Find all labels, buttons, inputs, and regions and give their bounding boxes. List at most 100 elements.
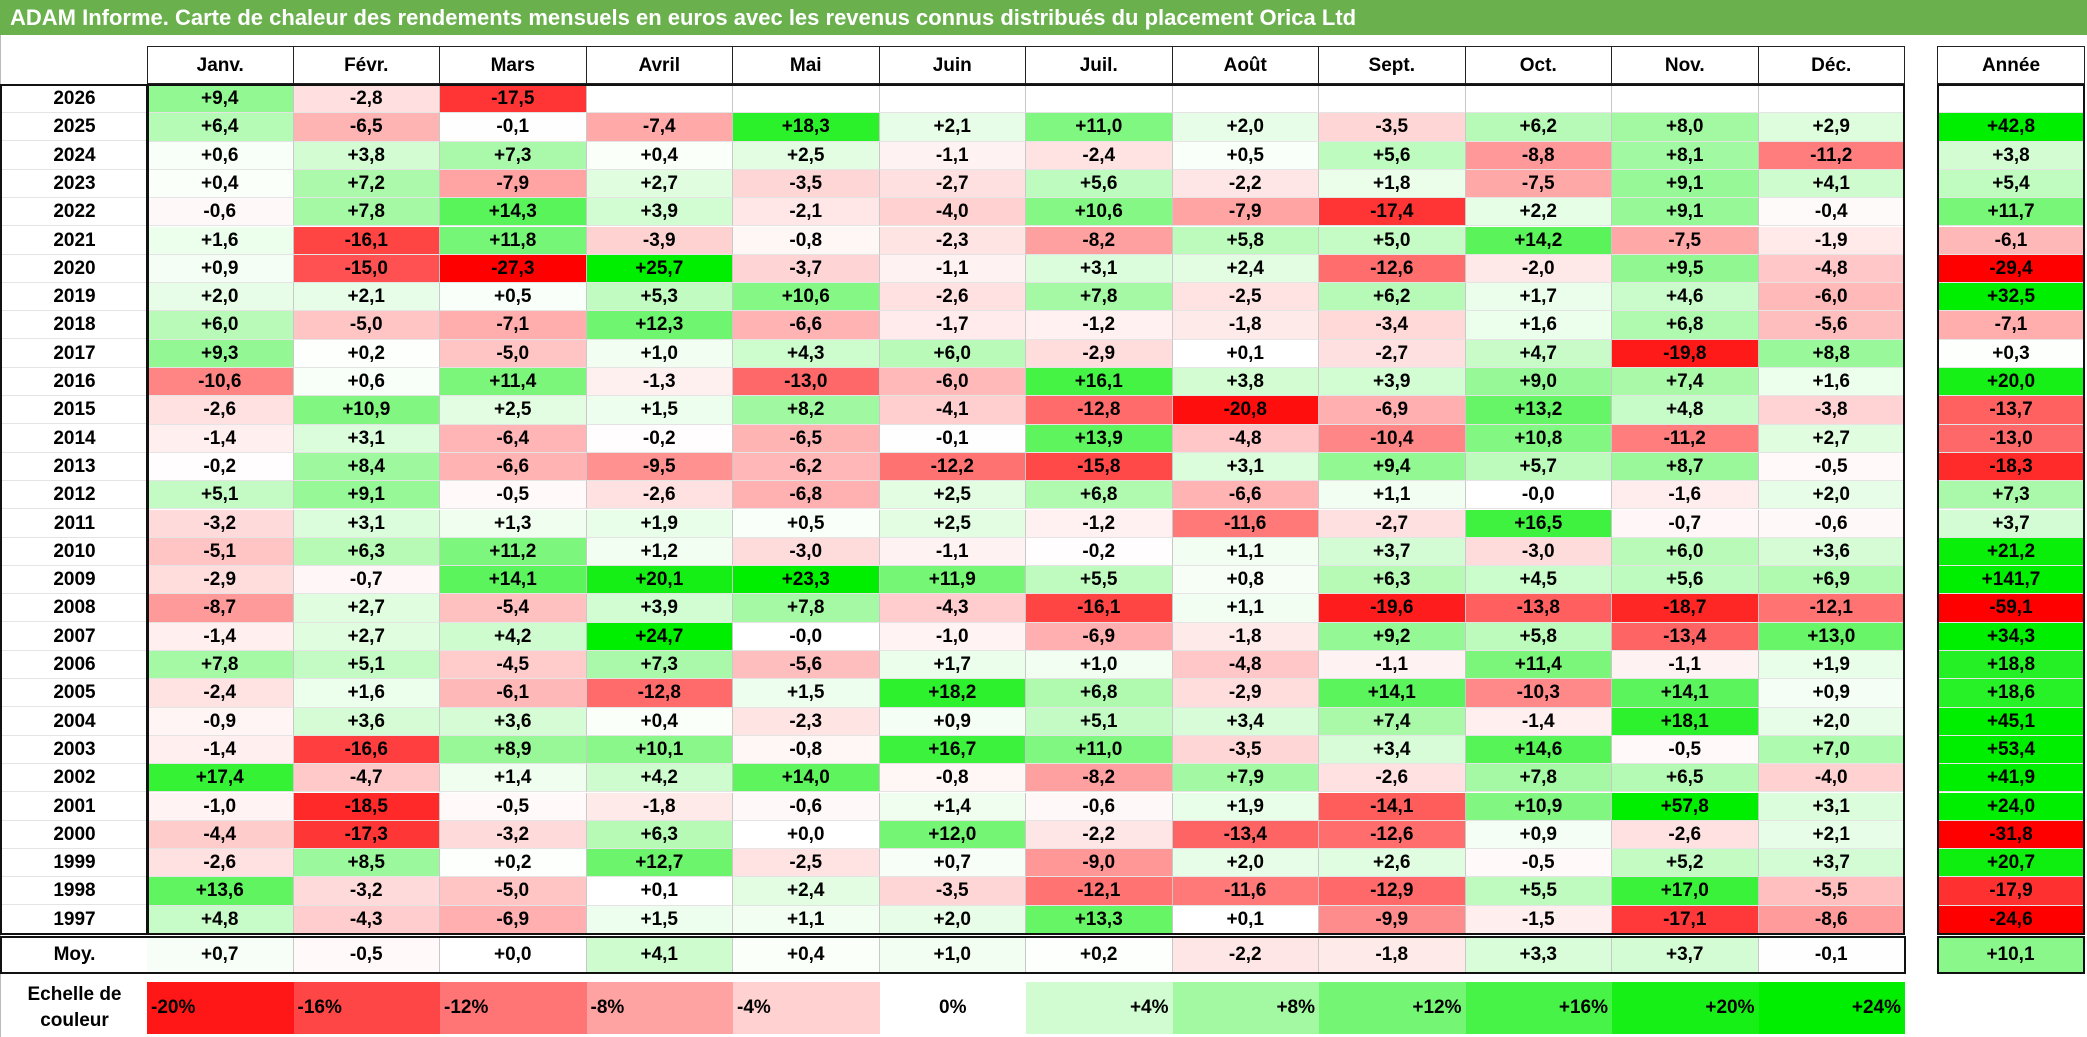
heatmap-cell: +8,9 — [440, 735, 587, 765]
heatmap-cell: -1,8 — [1172, 622, 1319, 651]
annual-cell: -7,1 — [1937, 311, 2085, 340]
heatmap-cell: -1,0 — [147, 792, 294, 821]
column-header: Juin — [879, 46, 1026, 84]
row-year-label: 2016 — [2, 368, 147, 396]
heatmap-cell: +2,0 — [147, 283, 294, 312]
heatmap-cell: +1,6 — [293, 679, 440, 708]
heatmap-cell: -0,5 — [1612, 735, 1759, 765]
heatmap-cell: -4,7 — [293, 764, 440, 793]
annual-cell: +3,8 — [1937, 141, 2085, 170]
column-header: Nov. — [1612, 46, 1759, 84]
heatmap-cell: +4,8 — [147, 905, 294, 934]
column-header: Avril — [586, 46, 733, 84]
row-year-label: 2025 — [2, 113, 147, 142]
heatmap-cell: -7,5 — [1612, 226, 1759, 255]
heatmap-cell: +3,1 — [293, 424, 440, 453]
heatmap-cell: +4,7 — [1465, 339, 1612, 368]
heatmap-cell: -5,1 — [147, 537, 294, 567]
row-year-label: 1999 — [2, 849, 147, 878]
heatmap-cell: +1,5 — [586, 396, 733, 425]
heatmap-cell: -6,0 — [1758, 283, 1905, 312]
heatmap-cell: -12,1 — [1026, 877, 1173, 906]
row-year-label: 2022 — [2, 198, 147, 227]
heatmap-cell: +1,1 — [733, 905, 880, 934]
legend-swatch: +8% — [1172, 982, 1319, 1034]
row-year-label: 2017 — [2, 340, 147, 368]
heatmap-cell: +24,7 — [586, 622, 733, 651]
legend-swatch: 0% — [879, 982, 1026, 1034]
row-year-label: 2000 — [2, 821, 147, 849]
row-year-label: 2014 — [2, 425, 147, 453]
average-cell: +0,0 — [440, 937, 587, 973]
heatmap-cell: -1,4 — [1465, 707, 1612, 736]
column-header: Juil. — [1026, 46, 1173, 84]
heatmap-cell: +0,9 — [1758, 679, 1905, 708]
heatmap-cell: +7,3 — [440, 141, 587, 170]
heatmap-cell: +5,6 — [1026, 169, 1173, 199]
heatmap-cell: -1,2 — [1026, 311, 1173, 340]
heatmap-cell: -3,2 — [440, 820, 587, 850]
heatmap-cell: -1,7 — [879, 311, 1026, 340]
heatmap-cell: -1,1 — [879, 537, 1026, 567]
heatmap-cell: +6,2 — [1319, 283, 1466, 312]
heatmap-cell: +6,0 — [1612, 537, 1759, 567]
heatmap-cell: +2,0 — [1758, 481, 1905, 510]
average-cell: -0,5 — [293, 937, 440, 973]
heatmap-cell: -9,0 — [1026, 849, 1173, 878]
heatmap-cell: -2,3 — [879, 226, 1026, 255]
heatmap-cell: -2,9 — [1172, 679, 1319, 708]
heatmap-cell: -4,8 — [1758, 254, 1905, 284]
average-cell: +3,7 — [1612, 937, 1759, 973]
heatmap-cell: +13,2 — [1465, 396, 1612, 425]
heatmap-cell: +1,6 — [1758, 368, 1905, 397]
row-year-label: 2013 — [2, 453, 147, 481]
heatmap-cell: -11,2 — [1758, 141, 1905, 170]
heatmap-cell: -2,7 — [1319, 509, 1466, 538]
heatmap-cell: +2,7 — [293, 594, 440, 623]
heatmap-cell: +1,9 — [586, 509, 733, 538]
heatmap-cell: +8,7 — [1612, 452, 1759, 482]
heatmap-cell: -0,0 — [733, 622, 880, 651]
heatmap-cell: +6,2 — [1465, 113, 1612, 142]
heatmap-cell: +1,1 — [1172, 594, 1319, 623]
heatmap-cell: -1,4 — [147, 622, 294, 651]
heatmap-cell: +11,0 — [1026, 735, 1173, 765]
heatmap-cell: +9,2 — [1319, 622, 1466, 651]
annual-cell: +11,7 — [1937, 198, 2085, 227]
heatmap-cell: -3,4 — [1319, 311, 1466, 340]
heatmap-cell: -0,2 — [147, 452, 294, 482]
heatmap-cell: -2,6 — [1612, 820, 1759, 850]
heatmap-cell: -5,0 — [440, 877, 587, 906]
heatmap-cell: -3,9 — [586, 226, 733, 255]
heatmap-cell: -18,7 — [1612, 594, 1759, 623]
heatmap-cell: -16,6 — [293, 735, 440, 765]
row-year-label: 2004 — [2, 708, 147, 736]
heatmap-cell: -2,2 — [1172, 169, 1319, 199]
heatmap-cell: -3,5 — [1319, 113, 1466, 142]
heatmap-cell: +6,4 — [147, 113, 294, 142]
heatmap-cell: -0,7 — [293, 566, 440, 595]
heatmap-cell: -2,4 — [1026, 141, 1173, 170]
heatmap-cell: -2,8 — [293, 85, 440, 114]
heatmap-cell: -17,1 — [1612, 905, 1759, 934]
heatmap-cell: +6,3 — [1319, 566, 1466, 595]
annual-cell: +53,4 — [1937, 735, 2085, 765]
heatmap-cell: +5,8 — [1172, 226, 1319, 255]
heatmap-cell: +1,4 — [879, 792, 1026, 821]
heatmap-cell: -19,8 — [1612, 339, 1759, 368]
heatmap-cell: +3,1 — [1758, 792, 1905, 821]
heatmap-cell: -0,6 — [147, 198, 294, 227]
heatmap-cell: -3,2 — [293, 877, 440, 906]
heatmap-cell: +2,6 — [1319, 849, 1466, 878]
row-year-label: 2026 — [2, 85, 147, 113]
annual-cell: +41,9 — [1937, 764, 2085, 793]
heatmap-cell: -6,6 — [1172, 481, 1319, 510]
heatmap-cell: -6,5 — [733, 424, 880, 453]
annual-cell: -29,4 — [1937, 254, 2085, 284]
heatmap-cell: +7,9 — [1172, 764, 1319, 793]
average-cell: +0,4 — [733, 937, 880, 973]
heatmap-cell — [1026, 85, 1173, 114]
heatmap-cell: +5,0 — [1319, 226, 1466, 255]
legend-swatch: +20% — [1612, 982, 1759, 1034]
heatmap-cell: -12,6 — [1319, 820, 1466, 850]
